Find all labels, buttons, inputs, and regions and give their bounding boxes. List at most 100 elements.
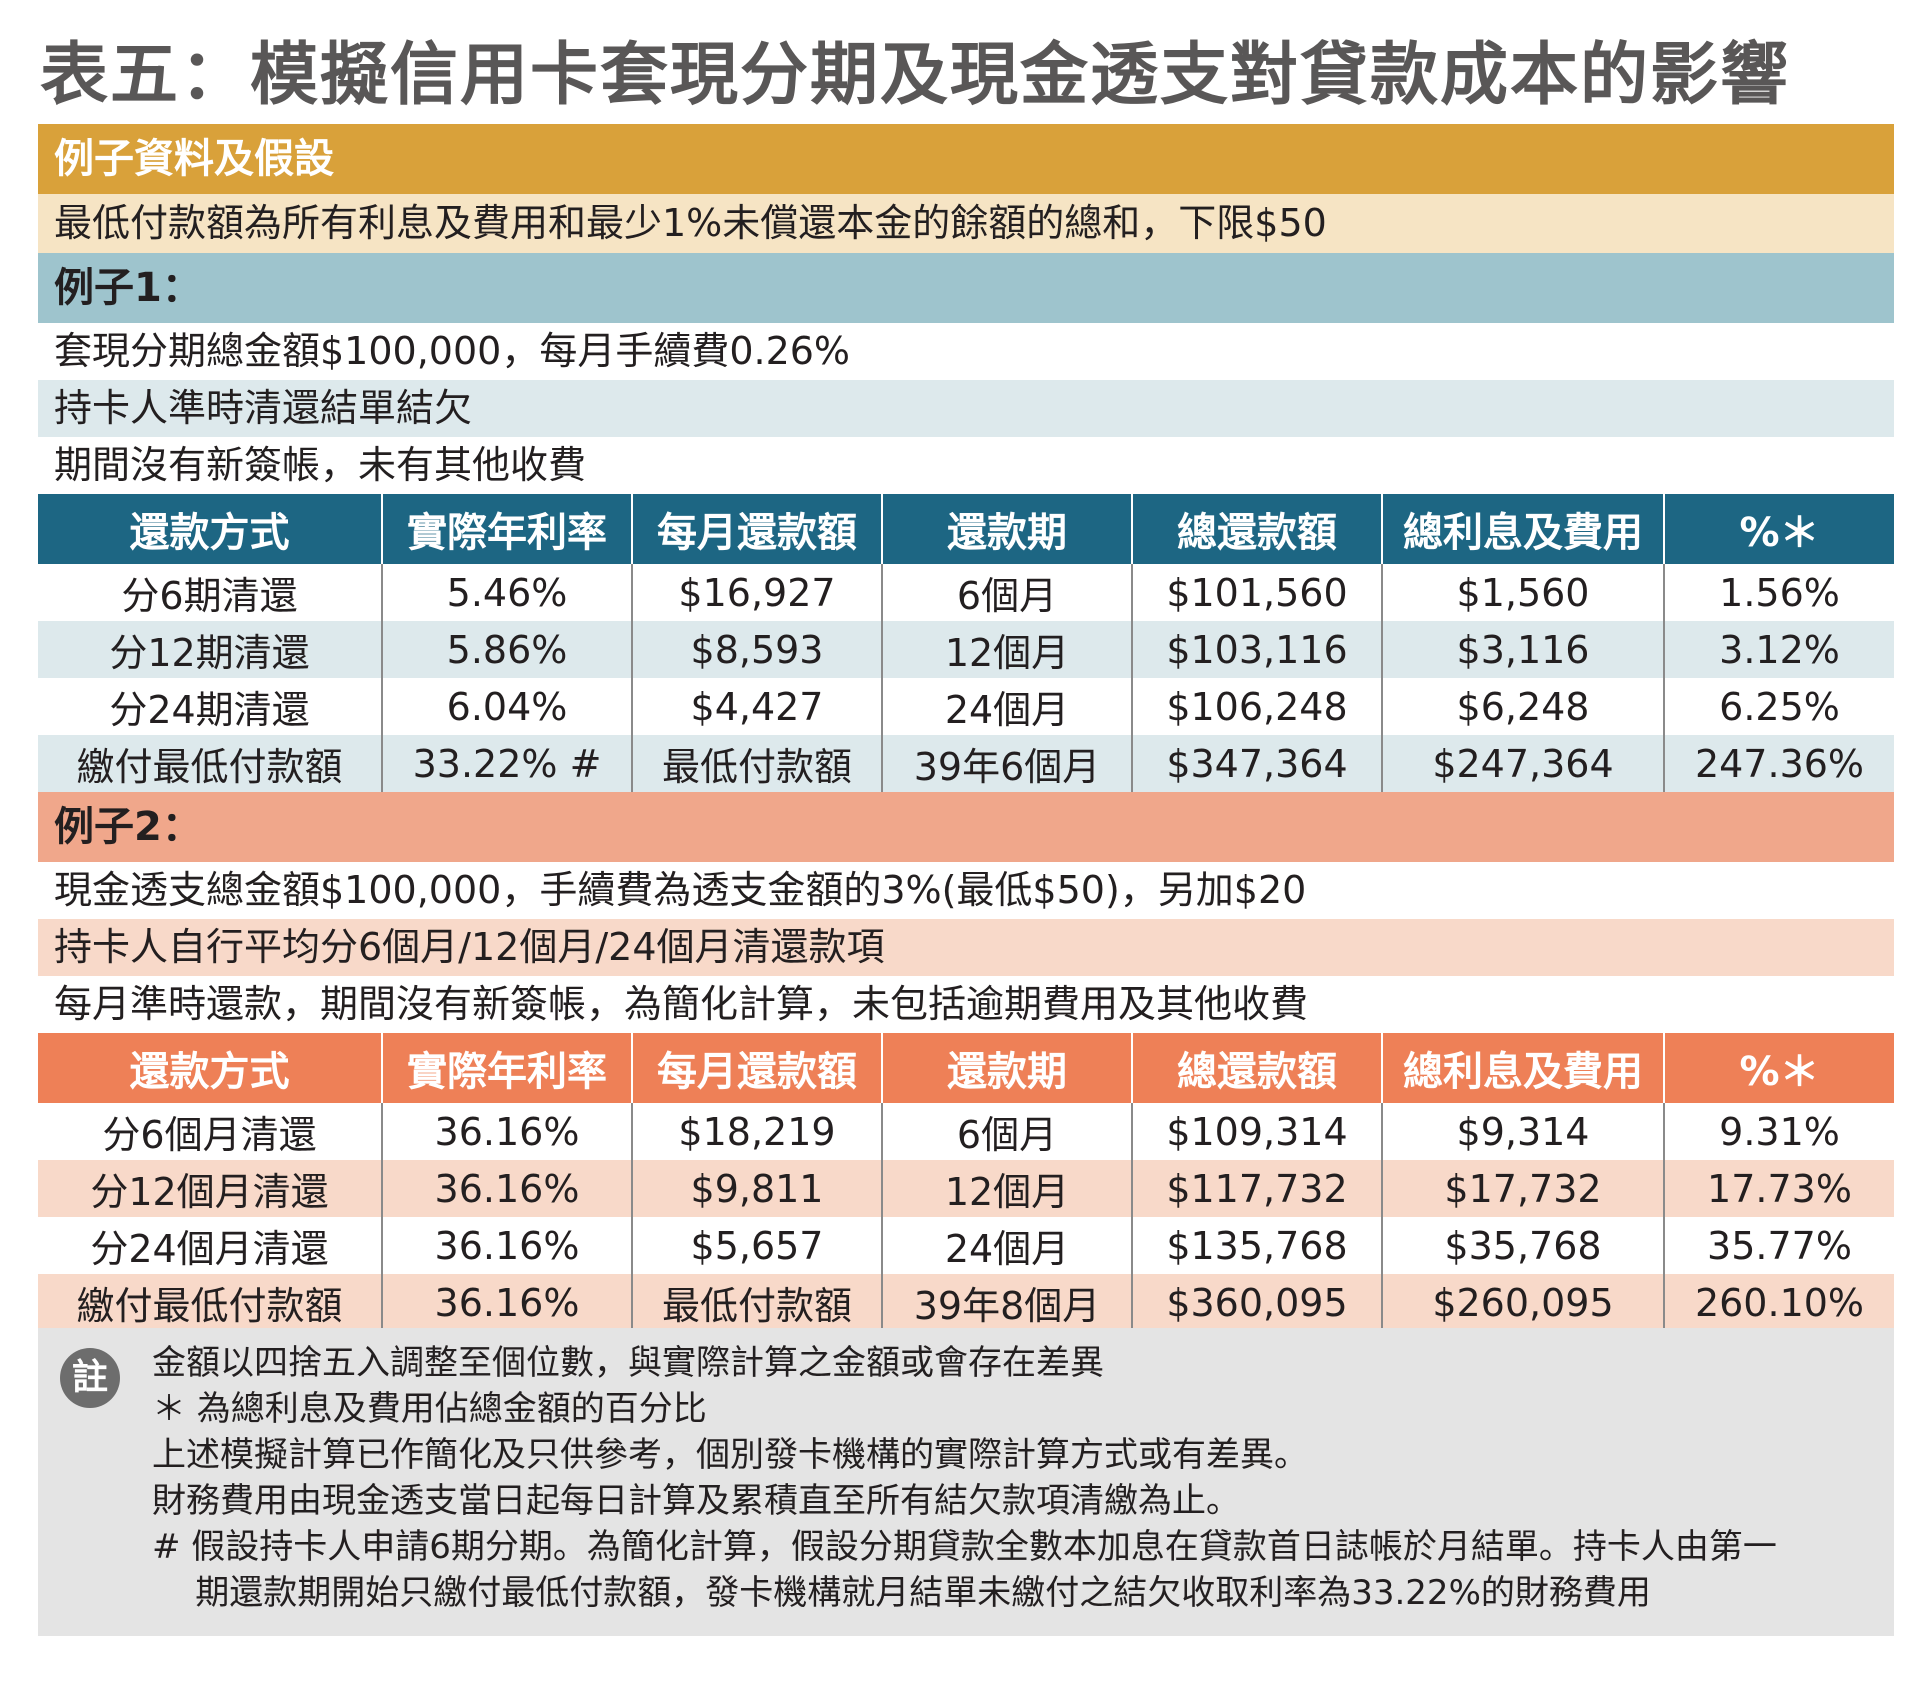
table-cell: $135,768 (1131, 1217, 1382, 1274)
example1-table: 還款方式 實際年利率 每月還款額 還款期 總還款額 總利息及費用 %＊ 分6期清… (38, 494, 1894, 792)
example1-header-row: 還款方式 實際年利率 每月還款額 還款期 總還款額 總利息及費用 %＊ (38, 494, 1894, 564)
table-cell: 24個月 (881, 1217, 1132, 1274)
column-header: %＊ (1663, 1033, 1894, 1103)
table-cell: $347,364 (1131, 735, 1382, 792)
table-cell: 36.16% (381, 1217, 632, 1274)
column-header: 還款期 (881, 1033, 1132, 1103)
example1-line-2: 持卡人準時清還結單結欠 (38, 380, 1894, 437)
note-badge-icon: 註 (60, 1348, 120, 1408)
table-row: 分12個月清還 36.16% $9,811 12個月 $117,732 $17,… (38, 1160, 1894, 1217)
table-cell: 分24期清還 (109, 688, 310, 732)
table-cell: $3,116 (1381, 621, 1664, 678)
example1-line-1: 套現分期總金額$100,000，每月手續費0.26% (38, 323, 1894, 380)
table-cell: 分12期清還 (109, 631, 310, 675)
note-line: 財務費用由現金透支當日起每日計算及累積直至所有結欠款項清繳為止。 (152, 1481, 1240, 1521)
column-header: 總還款額 (1131, 1033, 1382, 1103)
example2-line-3: 每月準時還款，期間沒有新簽帳，為簡化計算，未包括逾期費用及其他收費 (38, 976, 1894, 1033)
table-row: 繳付最低付款額 33.22% # 最低付款額 39年6個月 $347,364 $… (38, 735, 1894, 792)
table-cell: $8,593 (631, 621, 882, 678)
column-header: 還款方式 (129, 1049, 290, 1095)
column-header: 實際年利率 (381, 494, 632, 564)
table-cell: 最低付款額 (631, 1274, 882, 1331)
column-header: 每月還款額 (631, 494, 882, 564)
note-line: ＊ 為總利息及費用佔總金額的百分比 (152, 1389, 707, 1429)
table-cell: $1,560 (1381, 564, 1664, 621)
table-cell: 分6期清還 (121, 574, 298, 618)
table-cell: 6.04% (381, 678, 632, 735)
table-cell: $5,657 (631, 1217, 882, 1274)
table-cell: $260,095 (1381, 1274, 1664, 1331)
table-cell: 36.16% (381, 1160, 632, 1217)
column-header: 實際年利率 (381, 1033, 632, 1103)
note-line: 上述模擬計算已作簡化及只供參考，個別發卡機構的實際計算方式或有差異。 (152, 1435, 1308, 1475)
column-header: 總利息及費用 (1381, 494, 1664, 564)
table-cell: 35.77% (1663, 1217, 1894, 1274)
table-cell: $9,314 (1381, 1103, 1664, 1160)
table-row: 分6期清還 5.46% $16,927 6個月 $101,560 $1,560 … (38, 564, 1894, 621)
table-cell: 9.31% (1663, 1103, 1894, 1160)
table-row: 分12期清還 5.86% $8,593 12個月 $103,116 $3,116… (38, 621, 1894, 678)
table-row: 分24個月清還 36.16% $5,657 24個月 $135,768 $35,… (38, 1217, 1894, 1274)
column-header: %＊ (1663, 494, 1894, 564)
table-cell: 36.16% (381, 1274, 632, 1331)
example1-line-3: 期間沒有新簽帳，未有其他收費 (38, 437, 1894, 494)
table-cell: 6.25% (1663, 678, 1894, 735)
table-cell: 12個月 (881, 1160, 1132, 1217)
notes-panel: 註 金額以四捨五入調整至個位數，與實際計算之金額或會存在差異 ＊ 為總利息及費用… (38, 1328, 1894, 1636)
table-row: 分24期清還 6.04% $4,427 24個月 $106,248 $6,248… (38, 678, 1894, 735)
table-cell: 5.86% (381, 621, 632, 678)
note-line: 期還款期開始只繳付最低付款額，發卡機構就月結單未繳付之結欠收取利率為33.22%… (152, 1573, 1651, 1613)
table-cell: 36.16% (381, 1103, 632, 1160)
table-cell: 247.36% (1663, 735, 1894, 792)
example2-line-1: 現金透支總金額$100,000，手續費為透支金額的3%(最低$50)，另加$20 (38, 862, 1894, 919)
table-cell: $6,248 (1381, 678, 1664, 735)
column-header: 每月還款額 (631, 1033, 882, 1103)
table-cell: $9,811 (631, 1160, 882, 1217)
example2-line-2: 持卡人自行平均分6個月/12個月/24個月清還款項 (38, 919, 1894, 976)
table-cell: 39年8個月 (881, 1274, 1132, 1331)
table-row: 繳付最低付款額 36.16% 最低付款額 39年8個月 $360,095 $26… (38, 1274, 1894, 1331)
page-title: 表五：模擬信用卡套現分期及現金透支對貸款成本的影響 (40, 36, 1791, 115)
table-cell: 3.12% (1663, 621, 1894, 678)
example2-header-row: 還款方式 實際年利率 每月還款額 還款期 總還款額 總利息及費用 %＊ (38, 1033, 1894, 1103)
table-cell: 17.73% (1663, 1160, 1894, 1217)
table-cell: 6個月 (881, 564, 1132, 621)
table-cell: 分24個月清還 (90, 1227, 329, 1271)
table-cell: $360,095 (1131, 1274, 1382, 1331)
table-cell: $16,927 (631, 564, 882, 621)
table-cell: 5.46% (381, 564, 632, 621)
note-line: # 假設持卡人申請6期分期。為簡化計算，假設分期貸款全數本加息在貸款首日誌帳於月… (152, 1527, 1777, 1567)
example2-table: 還款方式 實際年利率 每月還款額 還款期 總還款額 總利息及費用 %＊ 分6個月… (38, 1033, 1894, 1331)
example2-header: 例子2： (38, 792, 1894, 862)
table-cell: 33.22% # (381, 735, 632, 792)
column-header: 總利息及費用 (1381, 1033, 1664, 1103)
table-cell: 最低付款額 (631, 735, 882, 792)
table-cell: 12個月 (881, 621, 1132, 678)
table-cell: $18,219 (631, 1103, 882, 1160)
note-line: 金額以四捨五入調整至個位數，與實際計算之金額或會存在差異 (152, 1343, 1104, 1383)
table-cell: $117,732 (1131, 1160, 1382, 1217)
table-cell: $103,116 (1131, 621, 1382, 678)
assumptions-header: 例子資料及假設 (38, 124, 1894, 194)
assumptions-text: 最低付款額為所有利息及費用和最少1%未償還本金的餘額的總和，下限$50 (38, 194, 1894, 253)
table-cell: $106,248 (1131, 678, 1382, 735)
table-cell: $109,314 (1131, 1103, 1382, 1160)
table-cell: 分6個月清還 (102, 1113, 317, 1157)
table-cell: 分12個月清還 (90, 1170, 329, 1214)
column-header: 總還款額 (1131, 494, 1382, 564)
table-cell: 6個月 (881, 1103, 1132, 1160)
table-cell: $35,768 (1381, 1217, 1664, 1274)
table-cell: 260.10% (1663, 1274, 1894, 1331)
column-header: 還款期 (881, 494, 1132, 564)
table-cell: $101,560 (1131, 564, 1382, 621)
table-cell: 繳付最低付款額 (76, 745, 343, 789)
column-header: 還款方式 (129, 510, 290, 556)
table-row: 分6個月清還 36.16% $18,219 6個月 $109,314 $9,31… (38, 1103, 1894, 1160)
table-cell: 39年6個月 (881, 735, 1132, 792)
table-cell: $17,732 (1381, 1160, 1664, 1217)
table-cell: 繳付最低付款額 (76, 1284, 343, 1328)
example1-header: 例子1： (38, 253, 1894, 323)
table-cell: $4,427 (631, 678, 882, 735)
table-cell: 24個月 (881, 678, 1132, 735)
table-cell: $247,364 (1381, 735, 1664, 792)
